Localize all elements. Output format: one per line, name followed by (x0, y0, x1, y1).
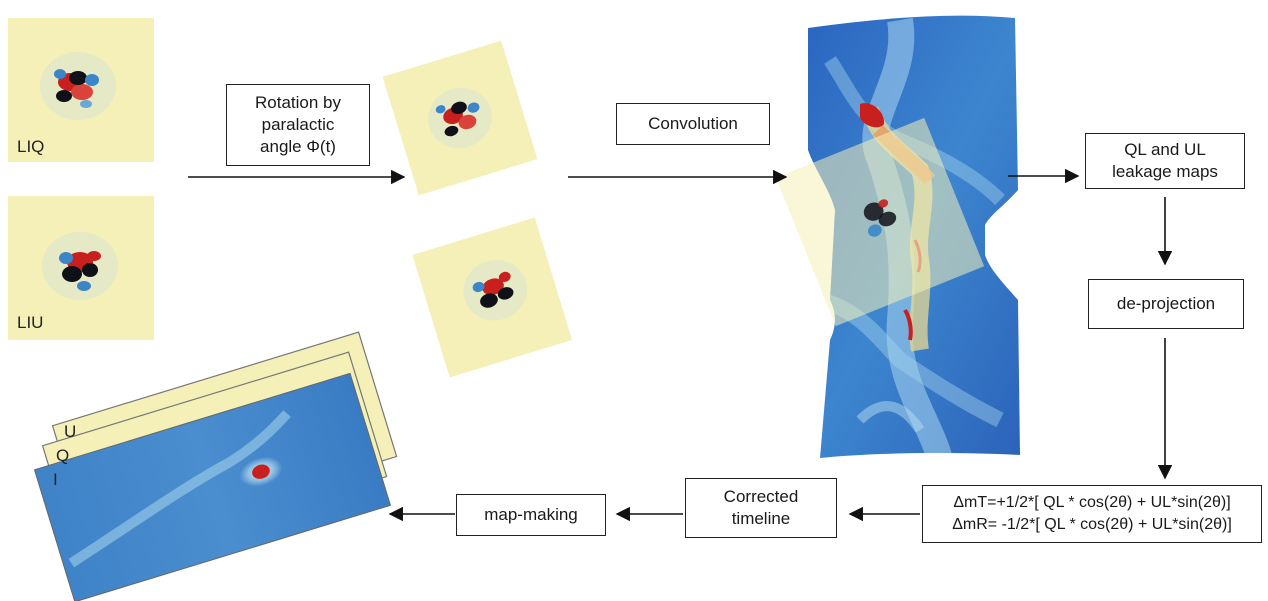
map-making-label: map-making (484, 505, 578, 524)
leakage-maps-box: QL and UL leakage maps (1085, 133, 1245, 189)
liq-label: LIQ (17, 137, 45, 156)
stack-label-u: U (64, 422, 77, 441)
deprojection-box: de-projection (1088, 279, 1244, 329)
stacked-output-maps (33, 331, 398, 601)
formula-box: ΔmT=+1/2*[ QL * cos(2θ) + UL*sin(2θ)] Δm… (922, 485, 1262, 543)
leakage-line-1: QL and UL (1124, 140, 1206, 159)
overlay-leakage-beam (775, 117, 985, 327)
stack-label-q: Q (56, 446, 70, 465)
liu-panel (8, 196, 154, 340)
rotation-line-1: Rotation by (255, 93, 341, 112)
map-making-box: map-making (456, 494, 606, 536)
corrected-line-2: timeline (731, 509, 791, 528)
deprojection-label: de-projection (1116, 294, 1216, 313)
leakage-line-2: leakage maps (1112, 162, 1218, 181)
corrected-line-1: Corrected (723, 487, 799, 506)
stack-label-i: I (53, 470, 58, 489)
rotated-liu-panel (412, 217, 573, 378)
formula-line-1: ΔmT=+1/2*[ QL * cos(2θ) + UL*sin(2θ)] (953, 494, 1231, 511)
formula-line-2: ΔmR= -1/2*[ QL * cos(2θ) + UL*sin(2θ)] (952, 516, 1232, 533)
rotation-box: Rotation by paralactic angle Φ(t) (226, 84, 370, 166)
convolution-label: Convolution (648, 114, 738, 133)
rotation-line-2: paralactic (261, 115, 335, 134)
convolution-box: Convolution (616, 103, 770, 145)
rotation-line-3: angle Φ(t) (260, 137, 336, 156)
corrected-timeline-box: Corrected timeline (685, 478, 837, 538)
liu-label: LIU (17, 313, 44, 332)
liq-panel (8, 18, 154, 162)
rotated-liq-panel (382, 40, 538, 196)
